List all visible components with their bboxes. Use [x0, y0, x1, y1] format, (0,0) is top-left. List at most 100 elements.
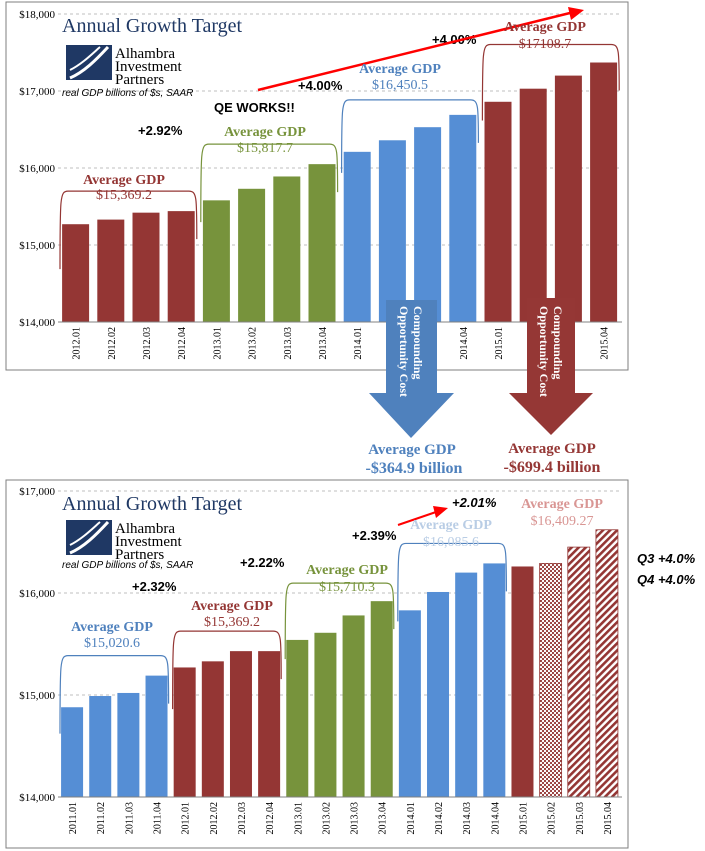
bar-2015.01: [484, 101, 512, 322]
y-tick-label: $18,000: [19, 9, 55, 21]
x-tick-label: 2015.02: [547, 802, 558, 835]
arrow-red-label-1: Compounding: [551, 306, 565, 379]
group-bracket: [481, 43, 620, 121]
x-tick-label: 2012.02: [107, 327, 118, 360]
x-tick-label: 2014.04: [490, 802, 501, 835]
group-label-2-line1: Average GDP: [224, 125, 306, 140]
group-label-4-line1: Average GDP: [504, 20, 586, 35]
side-note-q3: Q3 +4.0%: [637, 551, 696, 566]
bar-2012.04: [258, 651, 281, 797]
chart-top-subtitle: real GDP billions of $s, SAAR: [62, 88, 193, 99]
arrow-blue-label-2: Opportunity Cost: [397, 306, 411, 397]
group-label-4-line2: $17108.7: [519, 37, 572, 52]
x-tick-label: 2012.02: [209, 802, 220, 835]
bar-2015.02: [519, 88, 547, 322]
group-bracket: [59, 655, 170, 734]
x-tick-label: 2012.01: [72, 327, 83, 360]
x-tick-label: 2011.02: [96, 802, 107, 834]
group-bracket: [172, 630, 282, 710]
x-tick-label: 2014.04: [459, 327, 470, 360]
chart-bottom-title: Annual Growth Target: [62, 493, 242, 515]
chart-top-bars: [62, 62, 618, 323]
bar-2013.02: [238, 188, 266, 322]
alhambra-logo-icon: [66, 520, 112, 555]
chart-top-title: Annual Growth Target: [62, 15, 242, 37]
chart-top-logo: Alhambra Investment Partners: [66, 45, 182, 88]
group-bracket: [200, 143, 339, 223]
bar-2013.04: [370, 601, 393, 797]
bar-2015.04: [590, 62, 618, 322]
bar-2012.04: [167, 211, 195, 322]
x-tick-label: 2013.04: [318, 327, 329, 360]
bar-2015.03: [554, 75, 582, 322]
bar-2012.03: [229, 651, 252, 797]
group-label-3-line2: $16,450.5: [372, 78, 428, 93]
x-tick-label: 2013.04: [378, 802, 389, 835]
x-tick-label: 2011.04: [153, 802, 164, 834]
growth-label-b2: +2.22%: [240, 555, 285, 570]
y-tick-label: $17,000: [19, 86, 55, 98]
x-tick-label: 2012.01: [181, 802, 192, 835]
bar-2012.03: [132, 212, 160, 322]
y-tick-label: $16,000: [19, 588, 55, 600]
group-label-b1-line1: Average GDP: [71, 620, 153, 635]
group-label-2-line2: $15,817.7: [237, 141, 293, 156]
group-label-b3-line1: Average GDP: [306, 563, 388, 578]
y-tick-label: $17,000: [19, 486, 55, 498]
bar-2015.01: [511, 566, 534, 797]
bar-2015.04: [595, 529, 619, 798]
opportunity-cost-arrow-red: Compounding Opportunity Cost: [509, 298, 593, 435]
group-label-b2-line1: Average GDP: [191, 599, 273, 614]
bar-2015.03: [567, 546, 591, 798]
x-tick-label: 2012.04: [177, 327, 188, 360]
y-tick-label: $16,000: [19, 163, 55, 175]
group-bracket: [59, 190, 198, 270]
group-label-b5-line1: Average GDP: [521, 497, 603, 512]
bar-2014.03: [414, 127, 442, 322]
x-tick-label: 2015.04: [603, 802, 614, 835]
chart-bottom-brackets: [59, 542, 507, 734]
chart-top-brackets: [59, 43, 620, 270]
logo-line-3: Partners: [115, 72, 164, 88]
growth-label-1: +2.92%: [138, 123, 183, 138]
chart-bottom-subtitle: real GDP billions of $s, SAAR: [62, 560, 193, 571]
group-label-b1-line2: $15,020.6: [84, 636, 140, 651]
growth-label-b3: +2.39%: [352, 528, 397, 543]
bar-2014.03: [455, 572, 478, 797]
arrow-blue-label-1: Compounding: [411, 306, 425, 379]
x-tick-label: 2012.03: [142, 327, 153, 360]
chart-bottom-bars: [61, 529, 619, 798]
bar-2012.01: [62, 224, 90, 322]
bar-2014.02: [427, 591, 450, 797]
group-label-1-line1: Average GDP: [83, 173, 165, 188]
growth-label-b1: +2.32%: [132, 579, 177, 594]
logo-line-1: Alhambra: [115, 521, 175, 537]
y-tick-label: $14,000: [19, 317, 55, 329]
bar-2013.03: [342, 615, 365, 797]
group-bracket: [397, 542, 507, 622]
bar-2014.02: [378, 140, 406, 322]
group-label-3-line1: Average GDP: [359, 62, 441, 77]
bar-2014.01: [398, 610, 421, 797]
x-tick-label: 2013.02: [321, 802, 332, 835]
trend-arrow-red: [257, 7, 584, 92]
x-tick-label: 2014.01: [353, 327, 364, 360]
x-tick-label: 2013.01: [293, 802, 304, 835]
cost-label-red-line1: Average GDP: [508, 441, 596, 457]
side-note-q4: Q4 +4.0%: [637, 572, 696, 587]
chart-bottom-y-tick-labels: $14,000 $15,000 $16,000 $17,000: [19, 486, 55, 804]
bar-2013.02: [314, 632, 337, 797]
x-tick-label: 2015.04: [600, 327, 611, 360]
x-tick-label: 2013.02: [248, 327, 259, 360]
group-label-b4-line1: Average GDP: [410, 518, 492, 533]
group-label-b4-line2: $16,085.6: [423, 535, 479, 550]
bar-2014.04: [483, 563, 506, 797]
bar-2013.01: [202, 200, 230, 322]
bar-2013.01: [286, 639, 309, 797]
cost-label-blue-line1: Average GDP: [368, 442, 456, 458]
x-tick-label: 2014.03: [462, 802, 473, 835]
x-tick-label: 2015.01: [494, 327, 505, 360]
bar-2014.01: [343, 151, 371, 322]
logo-line-2: Investment: [115, 59, 182, 75]
